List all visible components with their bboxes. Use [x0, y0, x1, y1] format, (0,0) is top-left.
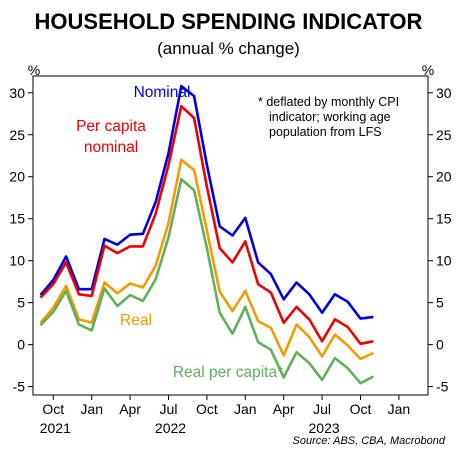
x-year-label: 2022	[155, 420, 186, 436]
y-tick-label-left: -5	[13, 379, 26, 395]
plot-frame	[32, 75, 429, 396]
y-tick-label-right: -5	[436, 379, 449, 395]
x-year-label: 2021	[40, 420, 71, 436]
y-tick-label-left: 0	[17, 337, 25, 353]
label-real-per-capita: Real per capita*	[173, 364, 283, 381]
x-tick-label: Apr	[119, 401, 141, 417]
series-line-2	[39, 158, 374, 361]
chart-title: HOUSEHOLD SPENDING INDICATOR	[35, 9, 423, 34]
y-tick-label-right: 10	[436, 253, 452, 269]
y-tick-label-right: 30	[436, 85, 452, 101]
y-tick-label-right: 15	[436, 211, 452, 227]
axes	[32, 75, 429, 396]
series-line-1	[39, 104, 374, 346]
y-tick-label-right: 5	[436, 295, 444, 311]
left-axis-unit: %	[28, 62, 40, 78]
right-axis-unit: %	[422, 62, 434, 78]
x-year-label: 2023	[309, 420, 340, 436]
y-tick-label-right: 20	[436, 169, 452, 185]
y-tick-label-right: 0	[436, 337, 444, 353]
x-tick-label: Jul	[313, 401, 331, 417]
ticks: -5 -5 0 0 5 5 10 10 15 15 20 20 25 25 30 30 Oct Jan Apr Jul…	[9, 85, 451, 436]
label-per-capita-nominal: nominal	[84, 139, 138, 156]
x-tick-label: Jan	[80, 401, 103, 417]
series-line-0	[39, 84, 374, 320]
x-tick-label: Oct	[196, 401, 218, 417]
x-tick-label: Jan	[388, 401, 411, 417]
chart-subtitle: (annual % change)	[157, 39, 300, 58]
source-note: Source: ABS, CBA, Macrobond	[293, 435, 446, 447]
note-line-2: indicator; working age	[269, 110, 391, 124]
series-lines	[39, 84, 374, 385]
note-line-3: population from LFS	[269, 125, 382, 139]
y-tick-label-right: 25	[436, 127, 452, 143]
y-tick-label-left: 10	[9, 253, 25, 269]
x-tick-label: Oct	[350, 401, 372, 417]
y-tick-label-left: 25	[9, 127, 25, 143]
y-tick-label-left: 15	[9, 211, 25, 227]
series-line-3	[39, 178, 374, 385]
x-tick-label: Jul	[160, 401, 178, 417]
label-nominal: Nominal	[134, 84, 191, 101]
label-real: Real	[120, 312, 152, 329]
note-line-1: * deflated by monthly CPI	[258, 95, 399, 109]
y-tick-label-left: 30	[9, 85, 25, 101]
y-tick-label-left: 20	[9, 169, 25, 185]
note-block: * deflated by monthly CPI indicator; wor…	[258, 95, 399, 139]
y-tick-label-left: 5	[17, 295, 25, 311]
x-tick-label: Jan	[234, 401, 257, 417]
x-tick-label: Oct	[42, 401, 64, 417]
label-per-capita: Per capita	[76, 118, 146, 135]
x-tick-label: Apr	[273, 401, 295, 417]
